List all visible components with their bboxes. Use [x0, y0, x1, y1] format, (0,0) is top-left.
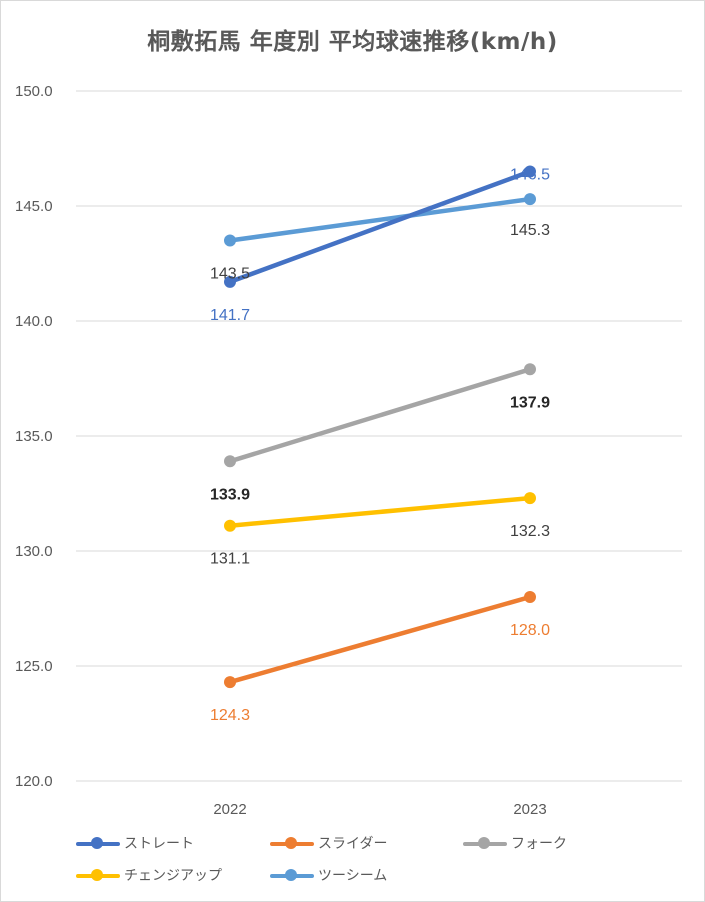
- data-label: 137.9: [510, 394, 550, 411]
- data-label: 143.5: [210, 266, 250, 283]
- series-line: [227, 367, 533, 464]
- data-label: 131.1: [210, 551, 250, 568]
- series-line: [227, 196, 533, 243]
- data-label: 145.3: [510, 222, 550, 239]
- y-tick-label: 135.0: [15, 428, 53, 445]
- y-tick-label: 125.0: [15, 658, 53, 675]
- data-point: [224, 275, 236, 288]
- data-point: [224, 234, 236, 247]
- x-tick-label: 2023: [513, 801, 546, 818]
- series-4: [224, 193, 536, 247]
- data-point: [224, 455, 236, 468]
- gridlines: [76, 90, 682, 782]
- y-tick-label: 145.0: [15, 198, 53, 215]
- chart-title: 桐敷拓馬 年度別 平均球速推移(km/h): [147, 29, 558, 55]
- data-point: [224, 519, 236, 532]
- data-point: [524, 591, 536, 603]
- data-label: 132.3: [510, 523, 550, 540]
- y-tick-label: 120.0: [15, 773, 53, 790]
- data-point: [224, 676, 236, 689]
- data-label: 141.7: [210, 307, 250, 324]
- y-tick-label: 130.0: [15, 543, 53, 560]
- series-3: [224, 492, 536, 532]
- data-point: [524, 193, 536, 206]
- series-line: [227, 169, 533, 285]
- series-lines: [224, 165, 536, 689]
- data-point: [524, 363, 536, 376]
- data-label: 133.9: [210, 486, 250, 503]
- data-point: [524, 492, 536, 505]
- data-label: 146.5: [510, 167, 550, 184]
- data-label: 124.3: [210, 707, 250, 724]
- y-tick-label: 150.0: [15, 83, 53, 100]
- x-axis-ticks: 2022 2023: [213, 801, 546, 818]
- series-2: [224, 363, 536, 468]
- data-label: 128.0: [510, 622, 550, 639]
- x-tick-label: 2022: [213, 801, 246, 818]
- y-axis-ticks: 120.0 125.0 130.0 135.0 140.0 145.0 150.0: [15, 83, 53, 790]
- series-line: [227, 594, 533, 685]
- y-tick-label: 140.0: [15, 313, 53, 330]
- series-line: [227, 495, 533, 528]
- series-1: [224, 591, 536, 689]
- data-point: [524, 165, 536, 178]
- series-0: [224, 165, 536, 288]
- data-labels: 143.5 145.3 141.7 146.5 124.3 128.0 133.9 137.9…: [210, 167, 550, 725]
